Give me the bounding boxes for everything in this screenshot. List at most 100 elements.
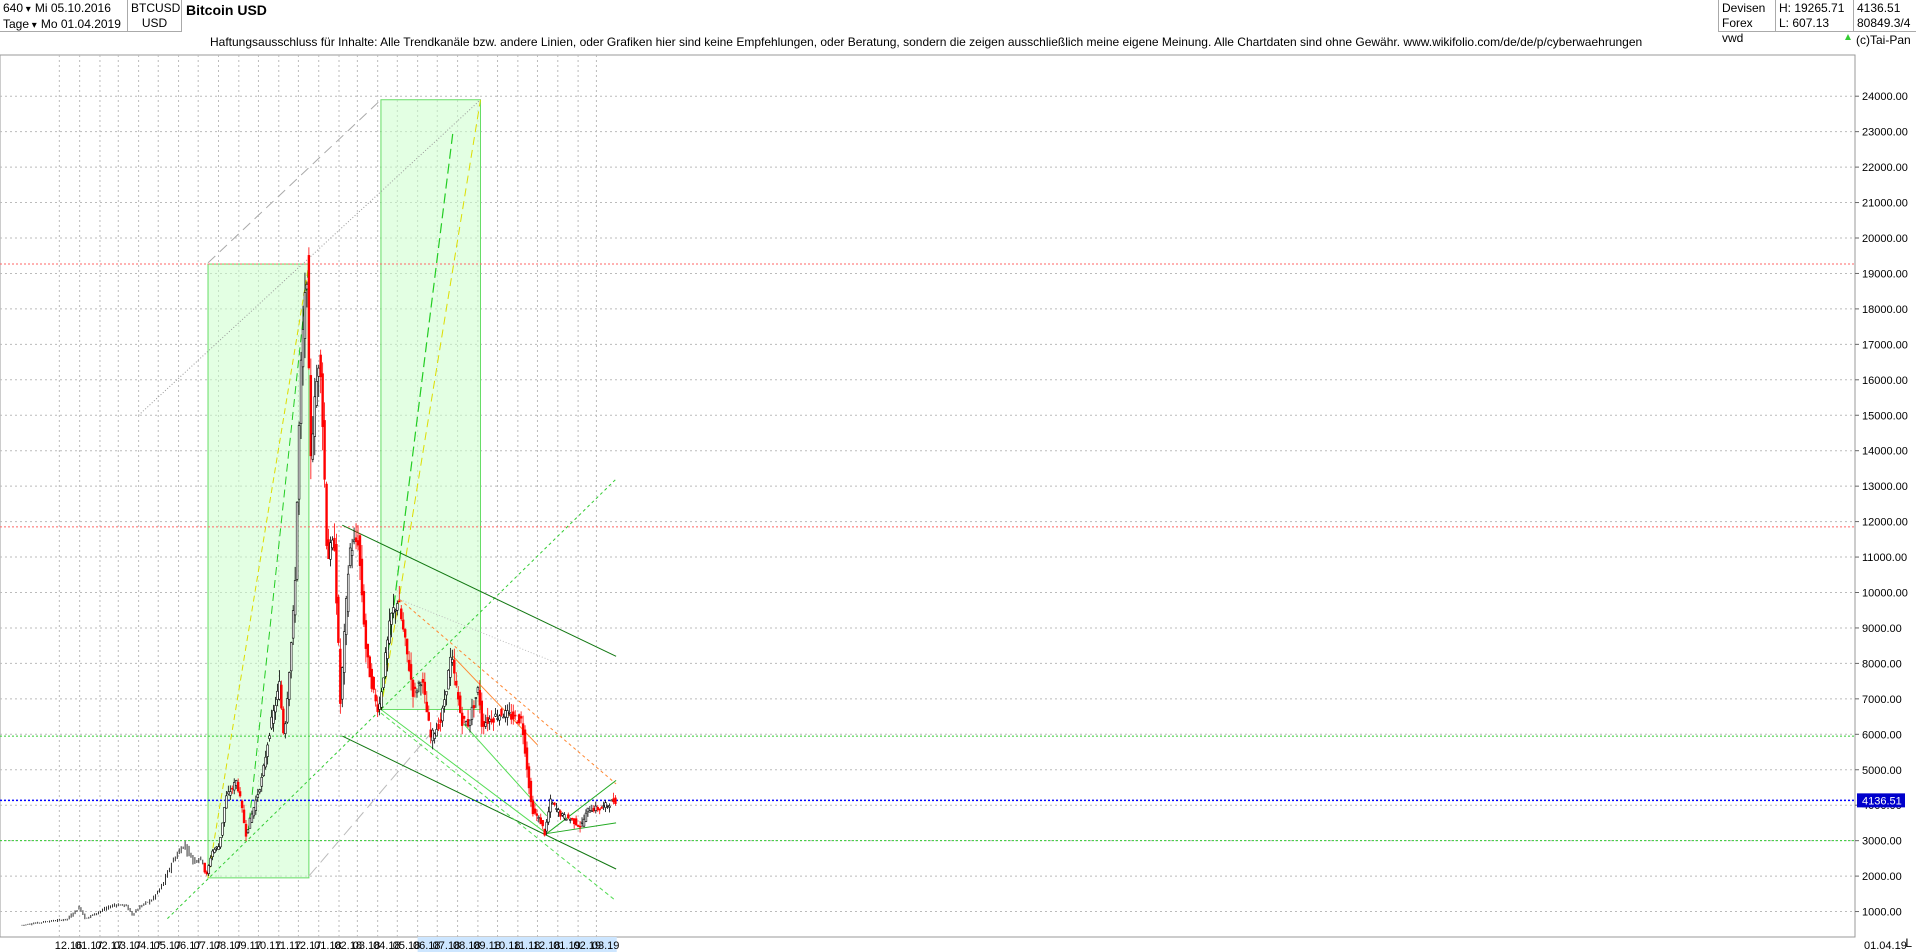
candle-body: [376, 704, 379, 712]
candle-body: [504, 710, 507, 718]
x-end-label: 01.04.19: [1864, 940, 1907, 952]
candle-body: [545, 821, 548, 832]
candle-body: [368, 656, 372, 678]
candle-body: [339, 648, 342, 704]
candle-body: [531, 800, 535, 815]
candle-body: [252, 807, 256, 817]
date-to: Mo 01.04.2019: [40, 17, 121, 31]
symbol-panel[interactable]: BTCUSD USD: [128, 0, 182, 32]
high-value: H: 19265.71: [1779, 1, 1845, 15]
candle-body: [203, 862, 206, 873]
current-price-label: 4136.51: [1862, 795, 1902, 807]
candle-body: [582, 818, 586, 827]
rising-wedge-bottom: [546, 822, 617, 835]
candle-body: [535, 813, 539, 816]
y-tick-label: 12000.00: [1862, 517, 1908, 529]
candle-body: [293, 580, 297, 616]
candle-body: [268, 735, 271, 739]
candle-body: [284, 723, 287, 734]
candle-body: [291, 610, 295, 639]
candle-body: [458, 695, 462, 713]
candle-body: [606, 805, 609, 807]
upper-channel-dotted: [138, 99, 481, 416]
period-dropdown[interactable]: 640: [3, 1, 31, 17]
exchange-panel: Devisen Forex vwd: [1718, 0, 1776, 45]
candle-body: [576, 825, 580, 827]
candle-body: [590, 810, 594, 812]
candle-body: [462, 716, 466, 719]
candle-body: [346, 573, 350, 613]
candle-body: [409, 664, 413, 680]
candle-body: [500, 708, 503, 716]
candle-body: [574, 818, 578, 826]
candle-body: [523, 729, 527, 754]
candle-body: [297, 425, 301, 500]
y-tick-label: 10000.00: [1862, 588, 1908, 600]
candle-body: [402, 619, 405, 630]
candle-body: [227, 791, 230, 795]
x-tick-label: 01.19: [553, 940, 581, 952]
candle-body: [264, 756, 267, 768]
candle-body: [229, 791, 232, 796]
candle-body: [354, 537, 358, 542]
candle-body: [594, 805, 597, 811]
y-tick-label: 3000.00: [1862, 836, 1902, 848]
candle-body: [225, 795, 228, 809]
candle-body: [364, 620, 368, 649]
candle-body: [299, 359, 303, 424]
candle-body: [244, 823, 248, 837]
interval-dropdown[interactable]: Tage: [3, 17, 37, 33]
candle-body: [327, 539, 330, 559]
candle-body: [533, 808, 537, 814]
candle-body: [586, 807, 590, 813]
chart-title: Bitcoin USD: [186, 2, 267, 18]
candle-body: [596, 807, 599, 811]
candle-body: [286, 698, 289, 723]
candle-body: [565, 818, 568, 821]
candle-body: [260, 777, 263, 787]
current-price-badge: [1857, 793, 1905, 808]
candle-body: [425, 701, 428, 713]
candle-body: [305, 283, 309, 290]
y-tick-label: 17000.00: [1862, 339, 1908, 351]
x-tick-label: 11.18: [514, 940, 541, 952]
candle-body: [392, 607, 395, 614]
y-tick-label: 7000.00: [1862, 694, 1902, 706]
y-tick-label: 23000.00: [1862, 127, 1908, 139]
candle-body: [246, 829, 250, 834]
y-tick-label: 20000.00: [1862, 233, 1908, 245]
candle-body: [380, 691, 383, 708]
candle-body: [537, 817, 540, 820]
candle-body: [478, 689, 482, 706]
high-low-panel: H: 19265.71 L: 607.13: [1776, 0, 1854, 32]
candle-body: [233, 782, 236, 791]
x-tick-label: 11.17: [275, 940, 302, 952]
x-axis-highlight: [417, 937, 617, 952]
candle-body: [360, 558, 364, 596]
y-tick-label: 24000.00: [1862, 91, 1908, 103]
candle-body: [490, 719, 493, 723]
candle-body: [345, 598, 348, 635]
y-tick-label: 9000.00: [1862, 623, 1902, 635]
layout-button[interactable]: L: [1905, 936, 1912, 950]
candle-body: [321, 373, 324, 427]
candle-body: [547, 811, 550, 823]
candle-body: [240, 800, 244, 809]
candle-body: [563, 814, 566, 819]
candle-body: [598, 808, 601, 811]
y-tick-label: 2000.00: [1862, 871, 1902, 883]
candle-body: [256, 794, 259, 798]
candle-body: [557, 809, 560, 813]
y-tick-label: 5000.00: [1862, 765, 1902, 777]
candle-body: [405, 638, 409, 655]
candle-body: [317, 367, 320, 377]
candle-body: [476, 687, 480, 693]
y-tick-label: 16000.00: [1862, 375, 1908, 387]
x-tick-label: 04.18: [373, 940, 401, 952]
dotted-projection: [399, 599, 558, 664]
x-tick-label: 10.18: [493, 940, 521, 952]
symbol-currency: USD: [141, 16, 168, 30]
candle-body: [486, 717, 489, 724]
candle-body: [333, 537, 336, 551]
